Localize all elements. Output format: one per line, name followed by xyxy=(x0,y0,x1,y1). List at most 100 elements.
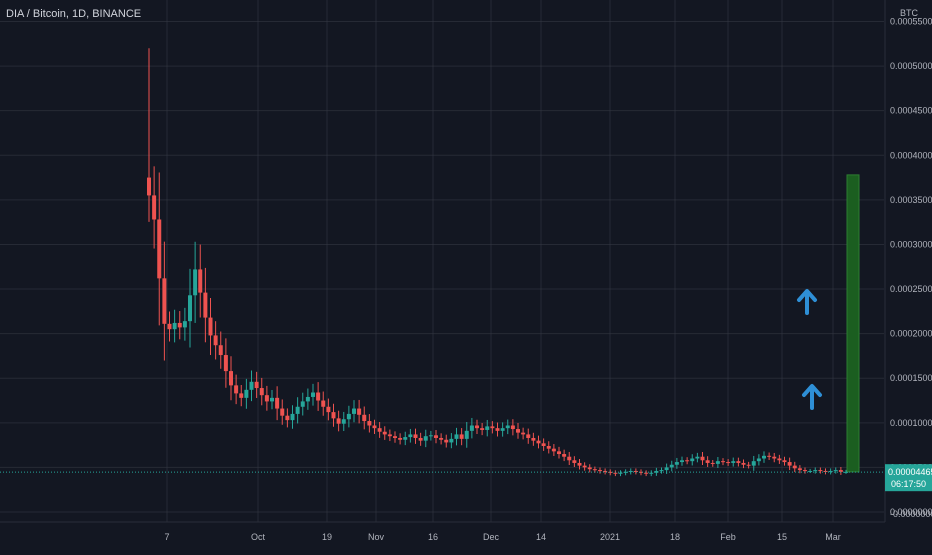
candle-body xyxy=(434,435,438,438)
time-label: Feb xyxy=(720,532,736,542)
candle-body xyxy=(280,408,285,416)
time-label: 15 xyxy=(777,532,787,542)
time-axis[interactable]: 7 Oct 19 Nov 16 Dec 14 2021 18 Feb 15 Mar xyxy=(0,521,885,542)
candle-body xyxy=(680,460,684,463)
candle-body xyxy=(408,434,413,438)
time-label: 2021 xyxy=(600,532,620,542)
price-label: 0.0004000 xyxy=(890,150,932,160)
candle-body xyxy=(398,437,403,440)
candle-body xyxy=(188,295,192,322)
candle-body xyxy=(505,425,510,429)
candle-body xyxy=(803,470,807,472)
candle-body xyxy=(162,278,167,324)
candle-body xyxy=(449,438,454,443)
candle-body xyxy=(157,219,162,279)
candle-body xyxy=(751,461,756,466)
candle-body xyxy=(767,455,772,457)
symbol-title: DIA / Bitcoin, 1D, BINANCE xyxy=(6,8,142,20)
price-label: -0.0000000 xyxy=(890,509,932,519)
candle-body xyxy=(572,460,577,463)
candle-body xyxy=(500,428,505,431)
candle-body xyxy=(526,434,531,438)
candle-body xyxy=(193,269,198,296)
candle-body xyxy=(674,462,679,465)
candle-body xyxy=(377,428,382,432)
price-label: 0.0001500 xyxy=(890,373,932,383)
candle-body xyxy=(792,465,797,469)
candle-body xyxy=(577,462,582,466)
candle-body xyxy=(372,425,377,429)
candle-body xyxy=(746,464,751,466)
candle-body xyxy=(551,448,556,452)
scale-currency: BTC xyxy=(900,8,919,18)
candle-body xyxy=(382,431,387,435)
candle-body xyxy=(290,413,295,421)
candle-body xyxy=(270,397,274,402)
candle-body xyxy=(531,437,536,441)
candle-body xyxy=(777,458,782,461)
candle-body xyxy=(167,323,172,330)
candle-body xyxy=(203,292,208,318)
up-arrow-icon xyxy=(802,384,822,410)
last-price-label: 0.00004465 xyxy=(888,467,932,477)
price-label: 0.0004500 xyxy=(890,106,932,116)
candle-body xyxy=(623,471,628,473)
candle-body xyxy=(818,470,823,472)
candle-body xyxy=(485,426,490,430)
candle-body xyxy=(444,439,449,443)
candle-body xyxy=(644,472,649,474)
candle-body xyxy=(782,460,787,463)
candle-body xyxy=(172,322,177,330)
time-label: 14 xyxy=(536,532,546,542)
candle-body xyxy=(413,434,418,438)
candle-body xyxy=(598,470,602,472)
candle-body xyxy=(208,317,213,336)
candle-body xyxy=(341,419,346,424)
candle-body xyxy=(352,408,356,414)
candle-body xyxy=(249,381,254,390)
candle-body xyxy=(229,371,233,386)
candle-body xyxy=(613,472,618,474)
candle-body xyxy=(331,412,336,419)
candle-body xyxy=(587,467,592,470)
candle-body xyxy=(239,393,244,398)
candle-body xyxy=(469,425,474,431)
candle-body xyxy=(305,396,310,402)
candle-body xyxy=(628,470,633,472)
candle-body xyxy=(182,321,187,328)
price-scale[interactable]: 0.0005500 0.0005000 0.0004500 0.0004000 0.00… xyxy=(884,0,932,522)
price-label: 0.0003000 xyxy=(890,239,932,249)
candle-body xyxy=(721,461,725,463)
candle-body xyxy=(439,437,444,440)
candle-body xyxy=(828,470,833,472)
candle-body xyxy=(536,440,541,444)
candle-body xyxy=(362,414,367,422)
candle-body xyxy=(480,428,485,430)
candle-body xyxy=(147,177,151,196)
candle-body xyxy=(428,435,433,437)
candle-body xyxy=(664,467,669,471)
candle-body xyxy=(741,462,746,465)
candle-body xyxy=(367,421,372,426)
candle-body xyxy=(756,458,761,462)
price-label: 0.0000000 xyxy=(890,507,932,517)
up-arrow-icon xyxy=(797,289,817,315)
candle-body xyxy=(736,461,741,463)
grid xyxy=(0,0,884,522)
candle-body xyxy=(546,446,551,449)
candle-body xyxy=(823,470,828,472)
candle-body xyxy=(495,428,500,431)
candle-body xyxy=(152,195,157,220)
candle-body xyxy=(833,470,838,472)
candle-body xyxy=(813,470,818,472)
candle-body xyxy=(475,425,479,429)
candle-body xyxy=(592,469,597,471)
candle-body xyxy=(387,434,392,437)
candle-body xyxy=(459,434,464,439)
candle-body xyxy=(700,456,705,461)
candle-body xyxy=(685,460,690,462)
candle-body xyxy=(510,425,515,430)
countdown-label: 06:17:50 xyxy=(891,479,926,489)
